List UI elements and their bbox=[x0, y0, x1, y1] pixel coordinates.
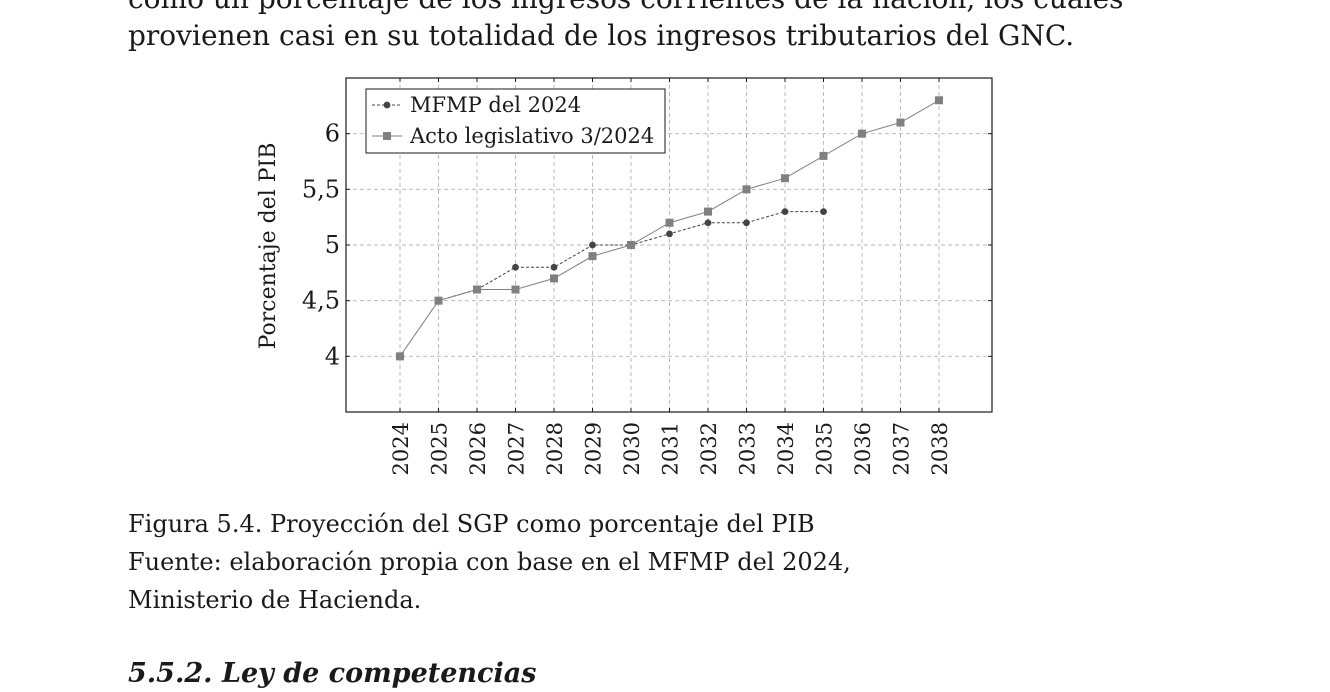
x-tick-label: 2025 bbox=[428, 422, 452, 475]
legend-label: MFMP del 2024 bbox=[410, 93, 581, 117]
figure-caption: Figura 5.4. Proyección del SGP como porc… bbox=[128, 505, 851, 619]
x-tick-label: 2034 bbox=[774, 422, 798, 475]
legend-label: Acto legislativo 3/2024 bbox=[409, 124, 654, 148]
data-point-acto bbox=[511, 285, 520, 294]
x-tick-label: 2035 bbox=[813, 422, 837, 475]
data-point-acto bbox=[588, 252, 597, 261]
data-point-acto bbox=[473, 285, 481, 294]
data-point-acto bbox=[627, 241, 635, 249]
data-point-acto bbox=[665, 218, 674, 227]
data-point-mfmp bbox=[820, 208, 827, 216]
data-point-acto bbox=[935, 96, 943, 105]
legend-box bbox=[365, 88, 666, 154]
caption-title: Figura 5.4. Proyección del SGP como porc… bbox=[128, 510, 815, 538]
y-tick-label: 4 bbox=[325, 342, 340, 370]
data-point-mfmp bbox=[743, 219, 750, 227]
y-tick-label: 5,5 bbox=[302, 175, 340, 203]
data-point-acto bbox=[819, 151, 828, 160]
paragraph-line: provienen casi en su totalidad de los in… bbox=[128, 19, 1075, 52]
legend-marker-square bbox=[383, 132, 391, 140]
caption-source-cont: Ministerio de Hacienda. bbox=[128, 586, 422, 614]
y-tick-label: 6 bbox=[325, 120, 340, 148]
y-tick-label: 4,5 bbox=[302, 287, 340, 315]
section-heading: 5.5.2. Ley de competencias bbox=[128, 658, 537, 689]
data-point-acto bbox=[434, 296, 443, 305]
legend-marker-circle bbox=[383, 101, 391, 109]
data-point-mfmp bbox=[704, 219, 712, 227]
sgp-projection-chart: 4 4,5 5 5,5 6 2024 2025 2026 2027 2028 2029 2030 203… bbox=[256, 77, 993, 475]
x-tick-label: 2038 bbox=[928, 422, 952, 475]
y-tick-label: 5 bbox=[325, 231, 340, 259]
x-tick-label: 2028 bbox=[543, 422, 567, 475]
body-paragraph: como un porcentaje de los ingresos corri… bbox=[128, 0, 1228, 54]
data-point-acto bbox=[858, 129, 866, 138]
data-point-acto bbox=[704, 207, 712, 216]
x-tick-label: 2036 bbox=[851, 422, 875, 475]
caption-source: Fuente: elaboración propia con base en e… bbox=[128, 548, 851, 576]
data-point-mfmp bbox=[666, 230, 673, 238]
data-point-mfmp bbox=[512, 263, 519, 271]
x-tick-label: 2031 bbox=[659, 422, 683, 475]
x-tick-label: 2030 bbox=[620, 422, 644, 475]
x-tick-label: 2027 bbox=[505, 422, 529, 475]
data-point-acto bbox=[781, 174, 789, 183]
paragraph-line: como un porcentaje de los ingresos corri… bbox=[128, 0, 1228, 17]
data-point-acto bbox=[896, 118, 905, 127]
data-point-acto bbox=[550, 274, 558, 283]
data-point-acto bbox=[396, 352, 404, 361]
x-tick-label: 2033 bbox=[736, 422, 760, 475]
x-tick-label: 2037 bbox=[890, 422, 914, 475]
data-point-acto bbox=[742, 185, 751, 194]
data-point-mfmp bbox=[589, 241, 596, 249]
x-tick-label: 2024 bbox=[389, 422, 413, 475]
data-point-mfmp bbox=[781, 208, 789, 216]
x-tick-label: 2032 bbox=[697, 422, 721, 475]
data-point-mfmp bbox=[550, 263, 558, 271]
y-axis-label: Porcentaje del PIB bbox=[256, 143, 281, 350]
x-tick-label: 2029 bbox=[582, 422, 606, 475]
x-tick-label: 2026 bbox=[466, 422, 490, 475]
